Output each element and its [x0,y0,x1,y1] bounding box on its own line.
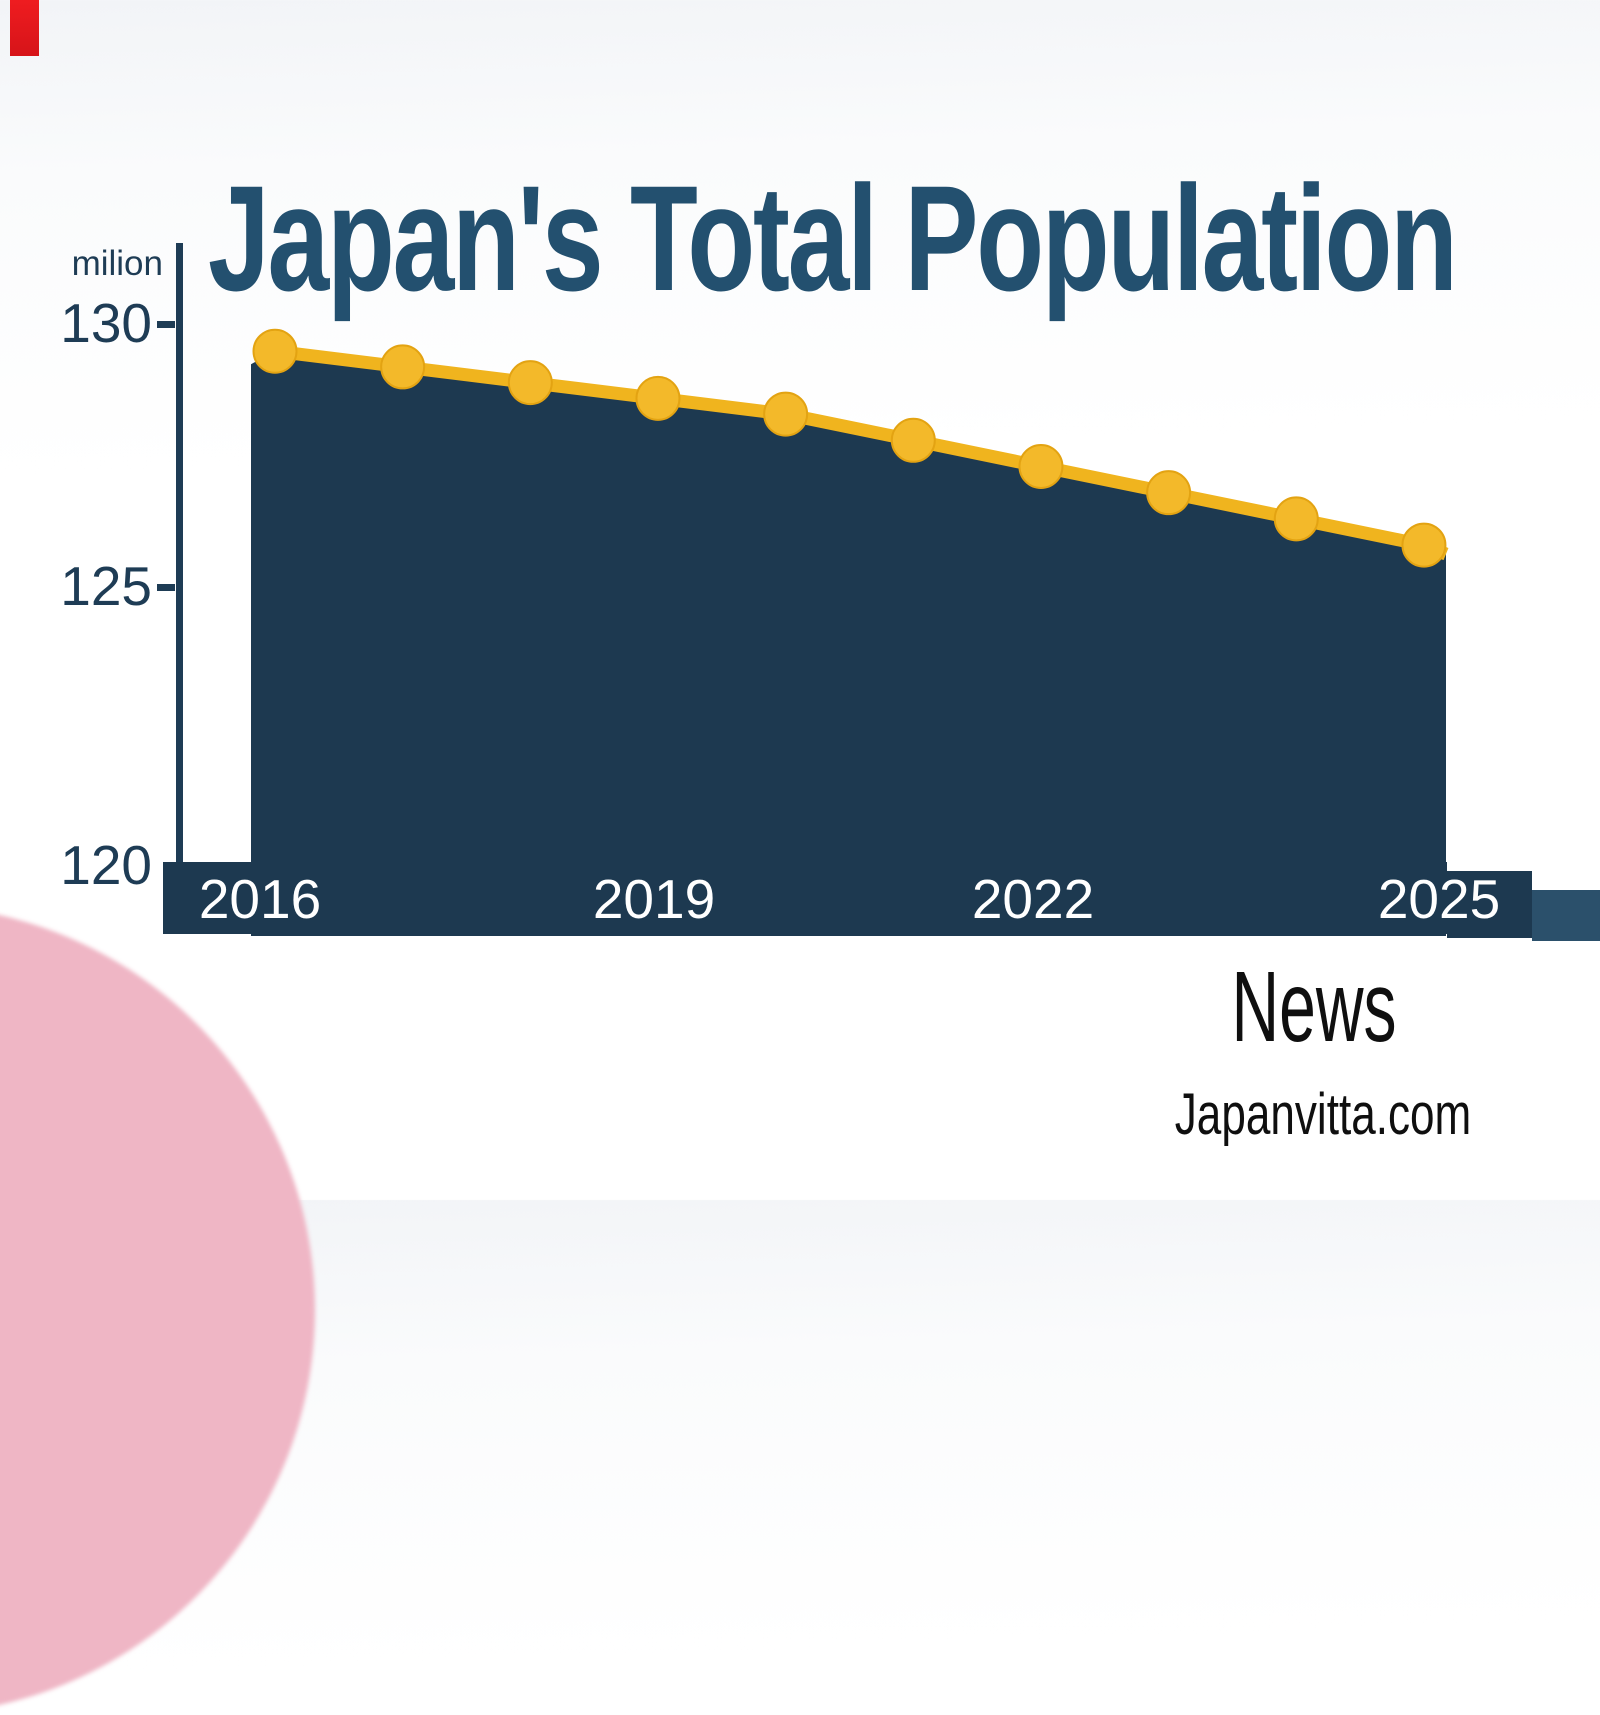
y-axis-unit-label: milion [71,244,163,283]
data-point-marker [1018,443,1064,489]
data-point-marker [890,417,936,463]
x-axis-band [163,862,1447,934]
y-tick-label: 130 [60,292,152,354]
y-tick-dash [157,321,175,328]
area-fill [251,351,1446,936]
data-point-marker [1273,496,1319,542]
x-tick-label: 2019 [592,868,716,930]
data-point-marker [1146,470,1192,516]
y-tick-dash [157,584,175,591]
x-tick-label: 2016 [198,868,322,930]
y-axis-line [176,243,183,863]
red-corner-mark [10,0,39,56]
x-axis-band-shadow [1532,890,1600,941]
x-tick-label: 2022 [971,868,1095,930]
data-point-marker [380,344,426,390]
data-point-marker [763,391,809,437]
data-point-marker [1401,522,1447,568]
x-axis-band-step [1447,871,1532,938]
y-tick-label: 125 [60,555,152,617]
data-point-marker [635,375,681,421]
y-tick-label: 120 [60,834,152,896]
x-tick-label: 2025 [1377,868,1501,930]
data-point-marker [507,360,553,406]
chart-title: Japan's Total Population [208,153,1458,322]
data-point-marker [252,328,298,374]
news-wordmark: News [1231,951,1397,1063]
website-url-text: Japanvitta.com [1174,1082,1472,1147]
population-area-chart [251,328,1449,936]
